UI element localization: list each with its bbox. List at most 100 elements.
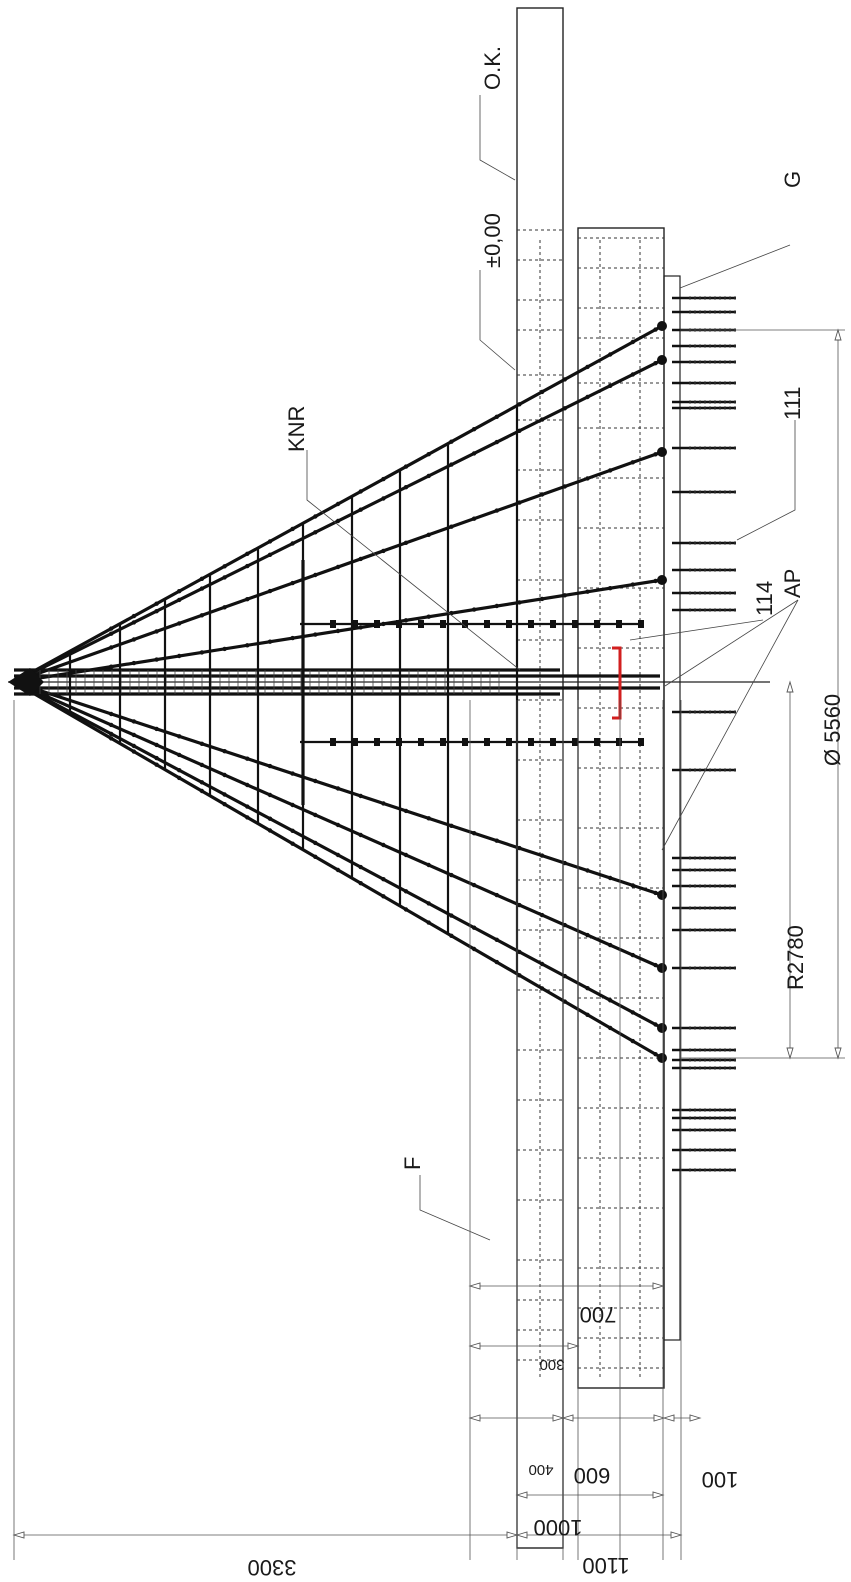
bar-end-node <box>657 447 667 457</box>
label-f: F <box>400 1157 425 1170</box>
bar-bead <box>290 635 295 641</box>
bar-bead <box>335 501 341 507</box>
bar-bead <box>426 614 431 619</box>
base-plate-outline <box>663 275 681 1341</box>
bar-bead <box>562 973 567 979</box>
bar-bead <box>290 580 295 586</box>
side-bar-clip <box>528 738 534 746</box>
bar-bead <box>313 778 318 784</box>
bar-bead <box>585 1012 590 1017</box>
bar-bead <box>222 772 227 778</box>
dimension-arrow <box>652 1491 665 1499</box>
dimension-arrow <box>468 1282 481 1290</box>
bar-bead <box>471 427 477 432</box>
leader-ok <box>479 95 516 181</box>
bar-bead <box>517 949 522 955</box>
bar-bead <box>630 339 635 345</box>
bar-bead <box>109 736 114 741</box>
bar-bead <box>109 626 114 631</box>
bar-bead <box>154 726 159 732</box>
bar-bead <box>199 576 205 581</box>
bar-bead <box>222 575 227 580</box>
dimension-arrow <box>12 1531 25 1539</box>
dimension-arrow <box>662 1414 675 1422</box>
bar-bead <box>630 582 635 587</box>
bar-bead <box>313 572 318 578</box>
bar-bead <box>358 832 363 838</box>
bar-bead <box>199 741 205 746</box>
bar-bead <box>177 734 182 739</box>
bar-bead <box>313 632 318 637</box>
bar-bead <box>562 860 567 866</box>
bar-bead <box>449 610 454 616</box>
bar-bead <box>381 877 386 882</box>
bar-bead <box>290 828 295 833</box>
bar-bead <box>267 792 273 798</box>
bar-bead <box>290 541 295 546</box>
side-bar-clip <box>374 620 380 628</box>
bar-bead <box>245 756 250 761</box>
leader-ap-2 <box>661 599 799 851</box>
bar-bead <box>608 352 613 357</box>
side-bar-clip <box>550 620 556 628</box>
bar-bead <box>403 464 409 469</box>
dimension-arrow <box>834 1047 842 1060</box>
bar-bead <box>222 749 227 754</box>
bar-bead <box>381 842 386 848</box>
bar-bead <box>471 607 477 612</box>
bar-bead <box>562 593 567 598</box>
bar-bead <box>653 361 658 366</box>
highlight-bracket <box>612 646 622 720</box>
bar-bead <box>494 959 499 965</box>
bar-bead <box>403 907 409 912</box>
bar-bead <box>222 646 227 652</box>
bar-bead <box>267 539 273 544</box>
bar-bead <box>562 484 567 489</box>
bar-bead <box>154 629 159 634</box>
bar-bead <box>154 609 159 614</box>
dim-3300: 3300 <box>248 1555 297 1580</box>
leader-f <box>419 1175 491 1241</box>
bar-bead <box>245 782 250 788</box>
bar-bead <box>267 639 273 644</box>
bar-end-node <box>657 963 667 973</box>
bar-bead <box>562 406 567 411</box>
bar-bead <box>245 804 250 809</box>
bar-bead <box>653 452 658 457</box>
side-bar-clip <box>418 620 424 628</box>
bar-bead <box>449 913 454 918</box>
bar-bead <box>358 881 363 886</box>
bar-bead <box>426 452 431 457</box>
bar-bead <box>608 1025 613 1031</box>
bar-bead <box>335 518 341 524</box>
bar-bead <box>449 933 454 938</box>
bar-bead <box>313 514 318 519</box>
bar-bead <box>562 922 567 928</box>
bar-bead <box>381 801 386 806</box>
bar-bead <box>131 620 137 625</box>
bar-bead <box>449 872 454 878</box>
bar-bead <box>109 711 114 717</box>
bar-bead <box>449 524 454 529</box>
dimension-arrow <box>468 1414 481 1422</box>
bar-bead <box>608 942 613 948</box>
bar-bead <box>313 854 318 859</box>
dimension-arrow <box>670 1531 683 1539</box>
bar-end-node <box>657 1053 667 1063</box>
bar-bead <box>539 986 545 991</box>
bar-bead <box>403 540 409 545</box>
bar-bead <box>177 621 182 626</box>
side-bar-clip <box>638 620 644 628</box>
bar-bead <box>403 485 409 490</box>
bar-bead <box>245 597 250 602</box>
bar-bead <box>539 912 545 918</box>
bar-bead <box>426 862 431 868</box>
dim-300: 300 <box>539 1356 564 1373</box>
side-bar-clip <box>352 738 358 746</box>
bar-bead <box>199 788 205 794</box>
bar-bead <box>471 946 477 952</box>
bar-bead <box>335 852 341 858</box>
dim-400: 400 <box>528 1461 553 1478</box>
bar-bead <box>517 428 522 433</box>
bar-bead <box>109 631 114 636</box>
